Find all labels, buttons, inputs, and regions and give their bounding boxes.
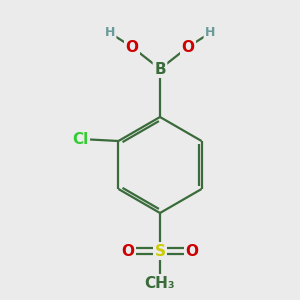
Text: O: O: [125, 40, 139, 55]
Text: O: O: [185, 244, 199, 259]
Text: O: O: [122, 244, 134, 259]
Text: B: B: [154, 61, 166, 76]
Text: O: O: [182, 40, 194, 55]
Text: Cl: Cl: [72, 131, 88, 146]
Text: H: H: [205, 26, 215, 40]
Text: H: H: [105, 26, 115, 40]
Text: CH₃: CH₃: [145, 275, 175, 290]
Text: S: S: [154, 244, 166, 259]
